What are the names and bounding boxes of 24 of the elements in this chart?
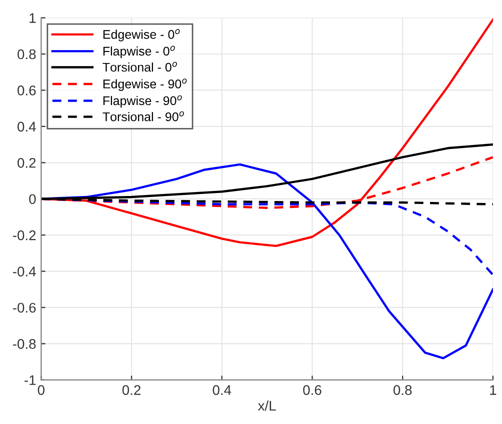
y-tick-label: -1 <box>24 375 36 385</box>
legend-label: Edgewise - 0$^{o}$ <box>103 29 180 42</box>
x-tick-label: 0.8 <box>393 385 412 395</box>
legend-label: Edgewise - 90$^{o}$ <box>103 78 187 91</box>
y-tick-label: -0.4 <box>12 266 36 276</box>
x-tick-label: 0 <box>38 385 44 395</box>
x-tick-label: 1 <box>490 385 496 395</box>
x-tick-label: 0.6 <box>303 385 322 395</box>
legend-label: Flapwise - 0$^{o}$ <box>103 46 175 58</box>
y-tick-label: 1 <box>30 13 36 23</box>
x-tick-label: 0.4 <box>212 385 232 395</box>
y-tick-label: 0.2 <box>18 158 36 168</box>
y-tick-label: 0 <box>29 194 36 204</box>
y-tick-label: -0.2 <box>12 230 36 240</box>
x-tick-label: 0.2 <box>122 385 140 395</box>
y-tick-label: -0.8 <box>12 339 36 349</box>
y-tick-label: 0.6 <box>18 86 36 96</box>
legend-label: Torsional - 90$^{o}$ <box>102 111 184 122</box>
x-axis-title: x/L <box>258 400 276 411</box>
y-tick-label: 0.4 <box>18 122 36 132</box>
y-tick-label: 0.8 <box>18 49 36 60</box>
y-tick-label: -0.6 <box>12 302 36 313</box>
legend-label: Torsional - 0$^{o}$ <box>102 62 177 72</box>
legend-label: Flapwise - 90$^{o}$ <box>103 95 182 108</box>
